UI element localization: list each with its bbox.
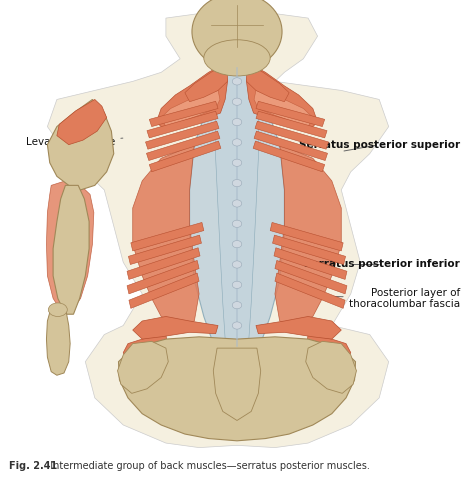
Polygon shape: [161, 91, 220, 127]
Polygon shape: [133, 317, 218, 339]
Polygon shape: [128, 235, 201, 265]
Polygon shape: [46, 181, 94, 312]
Polygon shape: [129, 273, 199, 308]
Polygon shape: [216, 59, 258, 366]
Ellipse shape: [232, 322, 242, 329]
Polygon shape: [156, 63, 228, 131]
Polygon shape: [146, 121, 219, 149]
Text: Fig. 2.41: Fig. 2.41: [9, 461, 57, 471]
Ellipse shape: [232, 281, 242, 288]
Polygon shape: [275, 260, 347, 294]
Ellipse shape: [232, 119, 242, 126]
Ellipse shape: [204, 40, 270, 76]
Text: Intermediate group of back muscles—serratus posterior muscles.: Intermediate group of back muscles—serra…: [44, 461, 370, 471]
Polygon shape: [273, 235, 346, 265]
Polygon shape: [127, 248, 200, 280]
Ellipse shape: [232, 302, 242, 309]
Polygon shape: [220, 58, 254, 68]
Polygon shape: [275, 145, 341, 325]
Text: Posterior layer of
thoracolumbar fascia: Posterior layer of thoracolumbar fascia: [325, 288, 460, 309]
Text: Serratus posterior superior: Serratus posterior superior: [299, 140, 460, 151]
Ellipse shape: [192, 0, 282, 70]
Ellipse shape: [232, 261, 242, 268]
Polygon shape: [275, 273, 345, 308]
Polygon shape: [47, 99, 114, 190]
Polygon shape: [274, 248, 347, 280]
Polygon shape: [256, 111, 327, 138]
Polygon shape: [149, 141, 221, 172]
Polygon shape: [57, 99, 107, 145]
Polygon shape: [256, 101, 325, 127]
Ellipse shape: [232, 179, 242, 187]
Polygon shape: [270, 222, 343, 251]
Polygon shape: [306, 335, 351, 375]
Polygon shape: [185, 63, 228, 102]
Text: Levator scapulae: Levator scapulae: [26, 137, 123, 147]
Polygon shape: [127, 260, 199, 294]
Polygon shape: [146, 131, 220, 161]
Polygon shape: [256, 317, 341, 339]
Ellipse shape: [232, 78, 242, 85]
Ellipse shape: [232, 139, 242, 146]
Polygon shape: [149, 101, 218, 127]
Ellipse shape: [232, 220, 242, 228]
Polygon shape: [118, 341, 168, 393]
Polygon shape: [255, 121, 328, 149]
Polygon shape: [123, 335, 168, 375]
Polygon shape: [253, 141, 325, 172]
Polygon shape: [53, 186, 89, 314]
Polygon shape: [306, 341, 356, 393]
Ellipse shape: [232, 98, 242, 106]
Polygon shape: [46, 308, 70, 375]
Polygon shape: [190, 81, 284, 362]
Polygon shape: [147, 111, 218, 138]
Ellipse shape: [232, 159, 242, 166]
Polygon shape: [47, 11, 389, 448]
Ellipse shape: [232, 200, 242, 207]
Polygon shape: [254, 131, 328, 161]
Polygon shape: [213, 348, 261, 420]
Polygon shape: [133, 145, 199, 325]
Polygon shape: [254, 91, 313, 127]
Text: Serratus posterior inferior: Serratus posterior inferior: [304, 259, 460, 269]
Ellipse shape: [232, 241, 242, 248]
Polygon shape: [118, 337, 356, 441]
Ellipse shape: [48, 303, 67, 317]
Polygon shape: [246, 63, 318, 131]
Polygon shape: [131, 222, 204, 251]
Polygon shape: [246, 63, 289, 102]
